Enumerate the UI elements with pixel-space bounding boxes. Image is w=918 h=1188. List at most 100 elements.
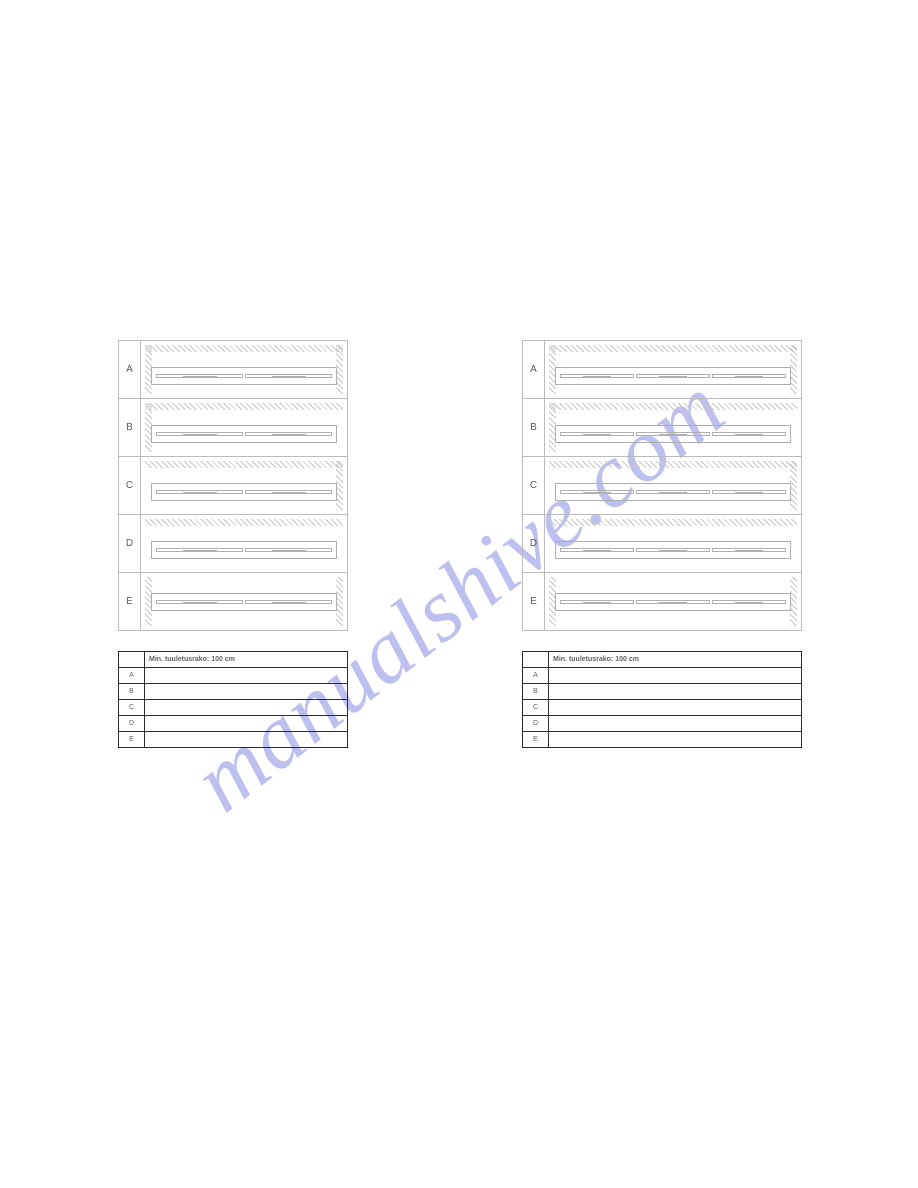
wall-right [790, 461, 797, 510]
cell [549, 684, 802, 700]
unit-frame [555, 425, 791, 443]
segment [245, 432, 332, 436]
cell: D [119, 716, 145, 732]
diagram-row-d: D [523, 515, 801, 573]
table-row: E [523, 732, 802, 748]
row-label: A [119, 341, 141, 398]
table-row: A [523, 668, 802, 684]
diagram-row-a: A [523, 341, 801, 399]
row-label: C [119, 457, 141, 514]
diagram-row-e: E [119, 573, 347, 631]
wall-right [790, 577, 797, 626]
segment [712, 374, 786, 378]
diagram-cell [545, 399, 801, 456]
cell: B [119, 684, 145, 700]
segment [156, 374, 243, 378]
wall-top [145, 461, 343, 468]
table-header-cell: Min. tuuletusrako: 100 cm [549, 652, 802, 668]
segment [560, 432, 634, 436]
cell [145, 684, 348, 700]
table-row: A [119, 668, 348, 684]
segment [156, 490, 243, 494]
left-table: Min. tuuletusrako: 100 cm A B C D E [118, 651, 348, 748]
unit-frame [151, 483, 337, 501]
cell: A [119, 668, 145, 684]
segment [636, 374, 710, 378]
row-label: E [119, 573, 141, 630]
segment [245, 490, 332, 494]
right-diagram-stack: A B [522, 340, 802, 631]
segment [156, 432, 243, 436]
right-table: Min. tuuletusrako: 100 cm A B C D E [522, 651, 802, 748]
left-column: A B [118, 340, 418, 748]
diagram-row-a: A [119, 341, 347, 399]
table-row: E [119, 732, 348, 748]
unit-frame [555, 483, 791, 501]
cell: B [523, 684, 549, 700]
segment [560, 548, 634, 552]
diagram-row-d: D [119, 515, 347, 573]
diagram-cell [545, 515, 801, 572]
cell [145, 732, 348, 748]
table-header-row: Min. tuuletusrako: 100 cm [523, 652, 802, 668]
wall-top [549, 461, 797, 468]
segment [636, 548, 710, 552]
cell: A [523, 668, 549, 684]
segment [560, 600, 634, 604]
cell [549, 732, 802, 748]
wall-right [336, 345, 343, 394]
segment [245, 374, 332, 378]
unit-frame [555, 367, 791, 385]
left-diagram-stack: A B [118, 340, 348, 631]
segment [156, 600, 243, 604]
segment [245, 600, 332, 604]
wall-top [145, 345, 343, 352]
unit-frame [555, 593, 791, 611]
wall-right [336, 461, 343, 510]
row-label: C [523, 457, 545, 514]
segment [245, 548, 332, 552]
cell: C [119, 700, 145, 716]
cell [145, 668, 348, 684]
diagram-cell [141, 341, 347, 398]
segment [712, 548, 786, 552]
diagram-row-c: C [523, 457, 801, 515]
row-label: D [523, 515, 545, 572]
segment [636, 432, 710, 436]
diagram-cell [141, 457, 347, 514]
wall-top [145, 519, 343, 526]
table-header-cell [119, 652, 145, 668]
segment [712, 490, 786, 494]
unit-frame [555, 541, 791, 559]
table-row: B [523, 684, 802, 700]
diagram-cell [141, 399, 347, 456]
cell: C [523, 700, 549, 716]
wall-top [145, 403, 343, 410]
diagram-row-e: E [523, 573, 801, 631]
segment [712, 600, 786, 604]
row-label: D [119, 515, 141, 572]
diagram-row-c: C [119, 457, 347, 515]
diagram-cell [545, 457, 801, 514]
segment [560, 374, 634, 378]
wall-top [549, 345, 797, 352]
table-row: D [119, 716, 348, 732]
diagram-row-b: B [523, 399, 801, 457]
cell [145, 700, 348, 716]
diagram-cell [141, 515, 347, 572]
wall-right [790, 345, 797, 394]
two-columns: A B [118, 340, 802, 748]
row-label: B [523, 399, 545, 456]
table-row: C [119, 700, 348, 716]
cell [549, 716, 802, 732]
segment [636, 490, 710, 494]
segment [560, 490, 634, 494]
wall-top [549, 403, 797, 410]
unit-frame [151, 541, 337, 559]
wall-right [336, 577, 343, 626]
unit-frame [151, 425, 337, 443]
table-row: C [523, 700, 802, 716]
unit-frame [151, 593, 337, 611]
cell [549, 700, 802, 716]
table-header-row: Min. tuuletusrako: 100 cm [119, 652, 348, 668]
